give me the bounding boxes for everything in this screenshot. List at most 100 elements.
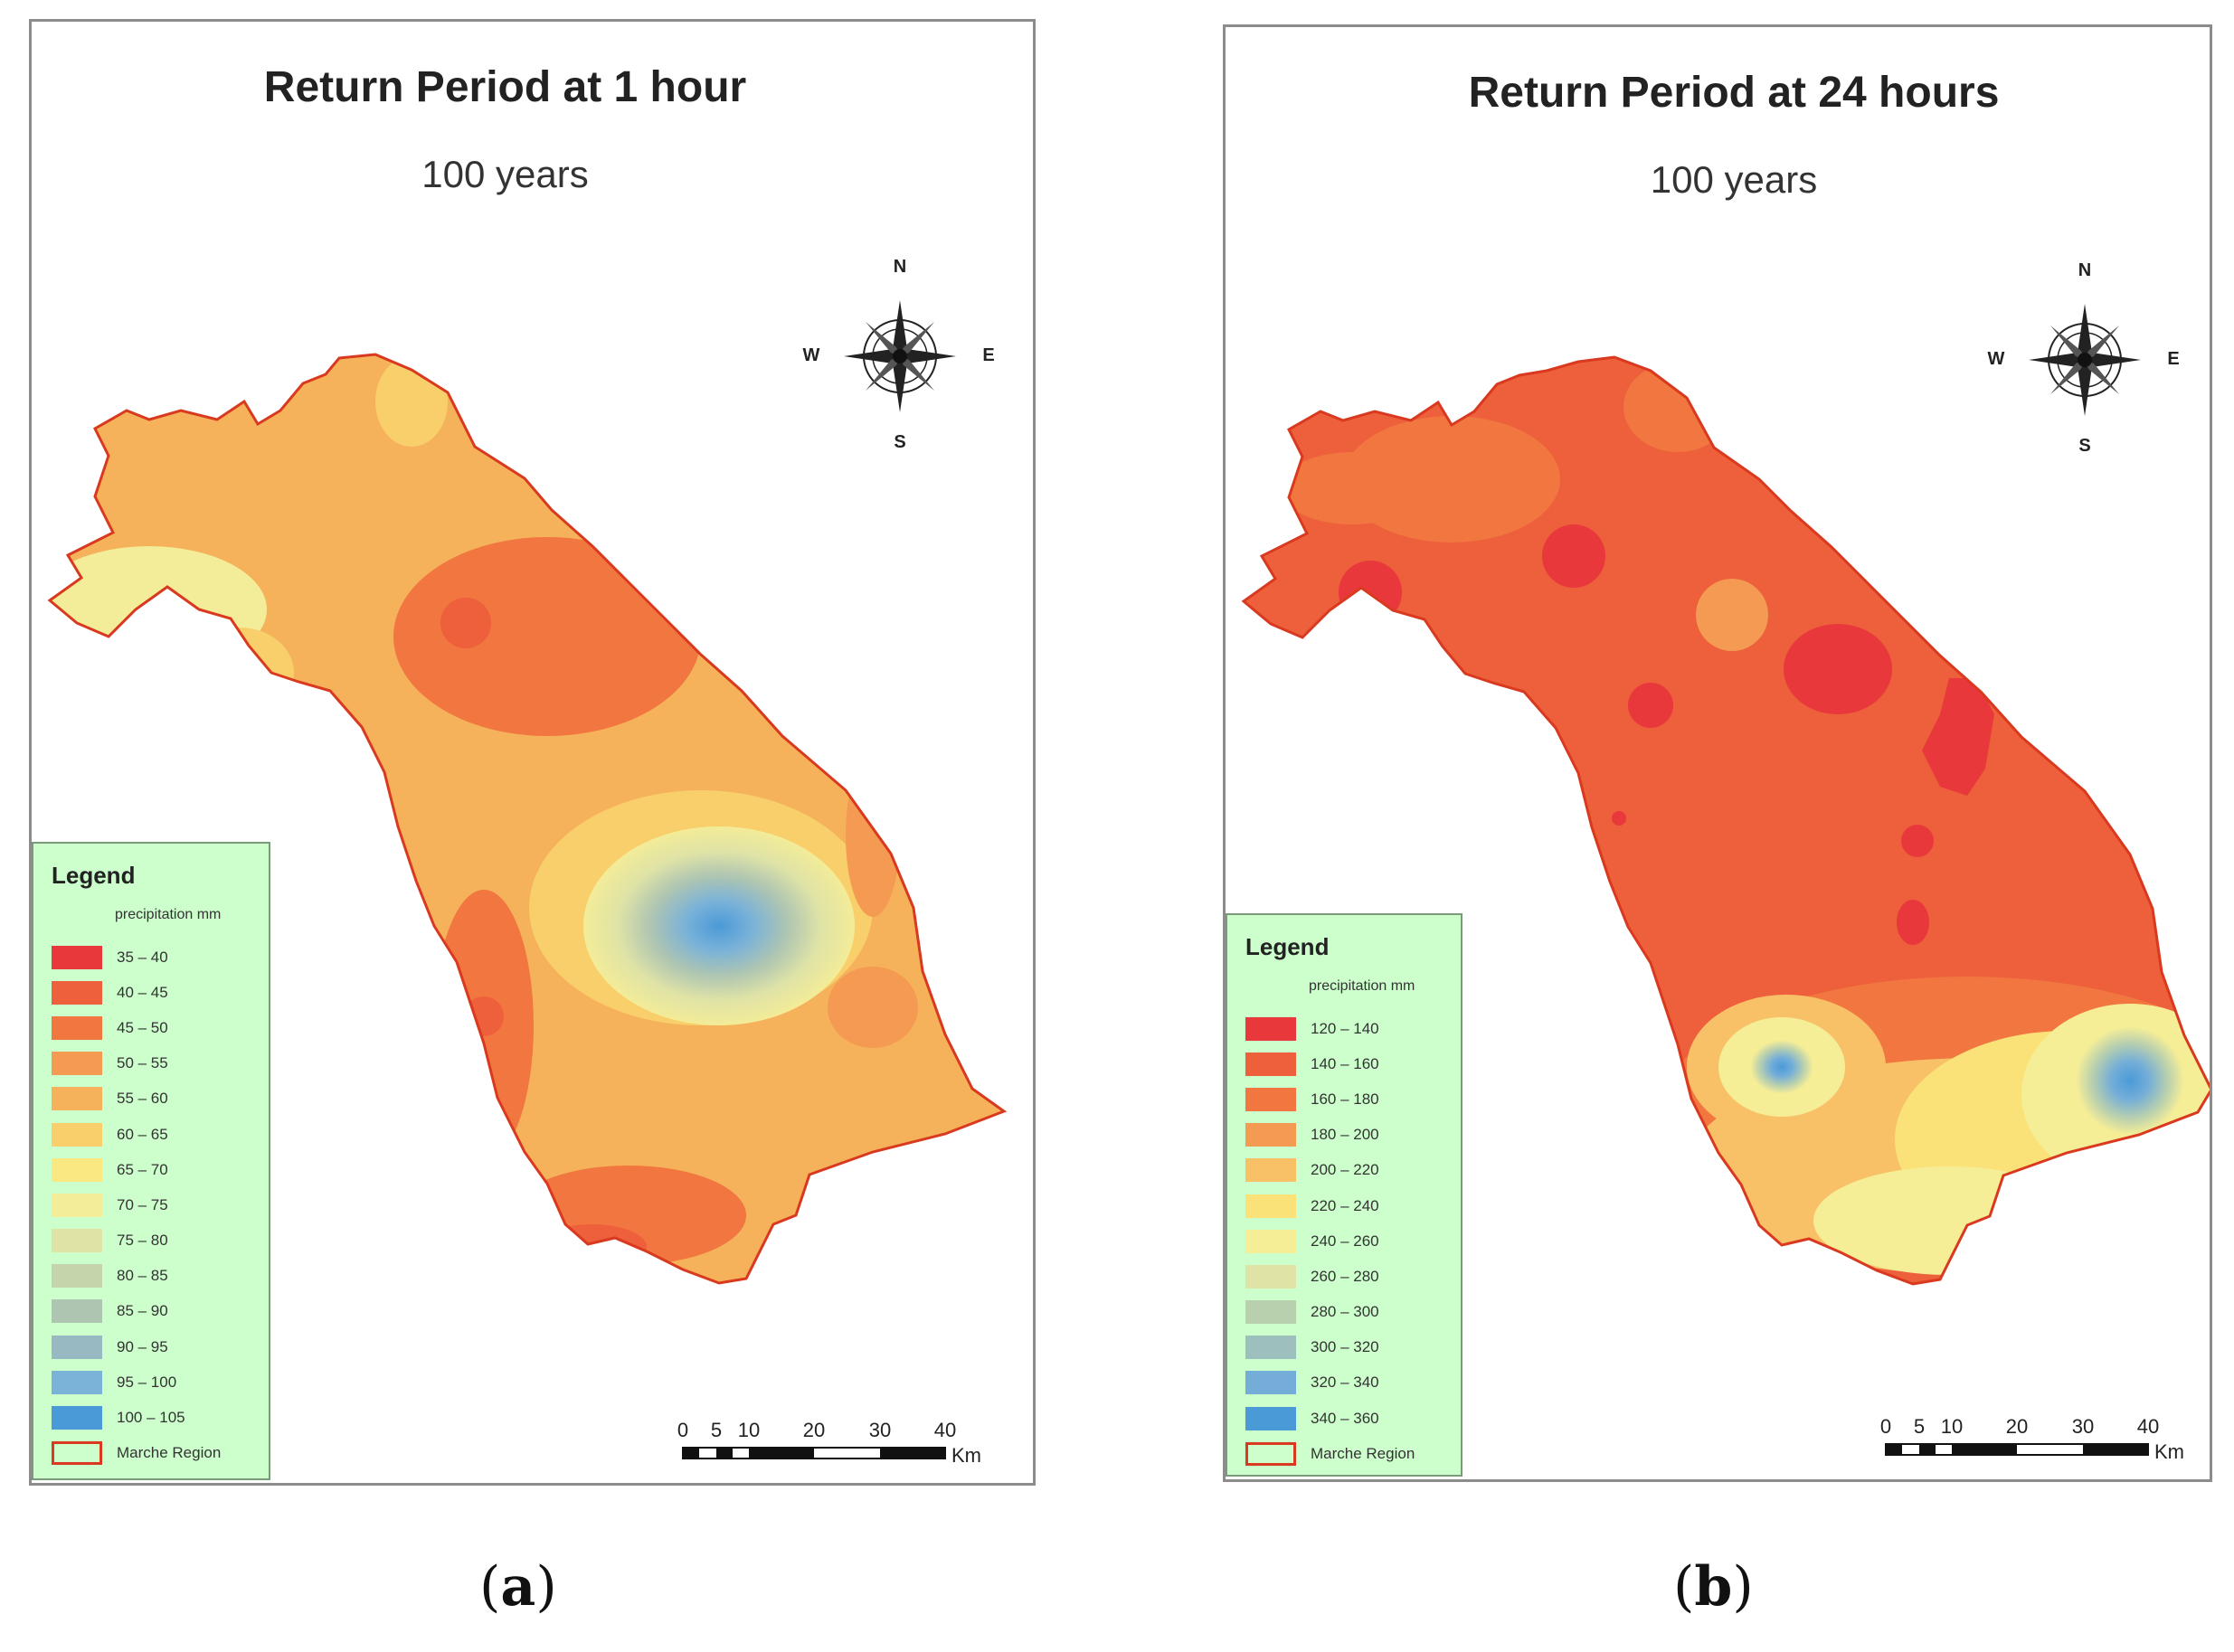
legend-item: 65 – 70 — [52, 1152, 221, 1187]
caption-letter: a — [500, 1555, 536, 1619]
compass-s: S — [894, 432, 906, 452]
legend-label: 40 – 45 — [117, 983, 168, 1001]
legend-swatch — [52, 1229, 102, 1253]
map-title: Return Period at 1 hour — [263, 63, 747, 111]
legend-item: 45 – 50 — [52, 1010, 221, 1045]
legend-label: 80 – 85 — [117, 1267, 168, 1285]
legend-swatch — [52, 1122, 102, 1147]
legend-swatch — [1245, 1229, 1296, 1253]
map-panel-a: Return Period at 1 hour 100 years N S E … — [29, 19, 1036, 1486]
legend-title: Legend — [1245, 933, 1330, 960]
legend-swatch — [1245, 1336, 1296, 1360]
legend-item: 300 – 320 — [1245, 1330, 1415, 1365]
legend-swatch — [1245, 1441, 1296, 1466]
caption-letter: b — [1694, 1555, 1733, 1619]
legend-label: 300 – 320 — [1311, 1338, 1379, 1356]
scale-tick: 40 — [2136, 1415, 2160, 1438]
legend-label: Marche Region — [1311, 1444, 1415, 1462]
compass-n: N — [2078, 260, 2092, 280]
legend-swatch — [52, 1193, 102, 1217]
legend-item: 75 – 80 — [52, 1223, 221, 1259]
legend-label: 220 – 240 — [1311, 1196, 1379, 1214]
legend-label: 160 – 180 — [1311, 1090, 1379, 1108]
legend: Legend precipitation mm 35 – 40 40 – 45 45… — [32, 842, 270, 1480]
legend-label: 95 – 100 — [117, 1373, 177, 1391]
legend-swatch — [52, 1264, 102, 1289]
legend-items: 35 – 40 40 – 45 45 – 50 50 – 55 55 – 60 60 – … — [52, 939, 221, 1471]
legend-label: 240 – 260 — [1311, 1232, 1379, 1250]
scale-tick: 10 — [737, 1419, 761, 1441]
map-panel-b: Return Period at 24 hours 100 years N S … — [1223, 24, 2212, 1482]
legend-swatch — [52, 1052, 102, 1076]
legend-swatch — [52, 1299, 102, 1324]
legend-item: 160 – 180 — [1245, 1081, 1415, 1117]
legend-item: 180 – 200 — [1245, 1118, 1415, 1153]
scale-bar: 0 5 10 20 30 40 Km — [1879, 1415, 2184, 1469]
map-title: Return Period at 24 hours — [1468, 69, 2000, 117]
legend-label: 280 – 300 — [1311, 1303, 1379, 1321]
legend-swatch — [1245, 1158, 1296, 1183]
legend-label: 35 – 40 — [117, 948, 168, 966]
legend-item: 280 – 300 — [1245, 1295, 1415, 1330]
legend-item: 55 – 60 — [52, 1081, 221, 1117]
legend-item: 80 – 85 — [52, 1259, 221, 1294]
legend-swatch — [1245, 1016, 1296, 1041]
legend-swatch — [1245, 1194, 1296, 1218]
compass-e: E — [2167, 349, 2180, 369]
legend-swatch — [1245, 1371, 1296, 1395]
legend-swatch — [52, 1370, 102, 1394]
legend-label: 70 – 75 — [117, 1195, 168, 1213]
scale-unit: Km — [951, 1444, 981, 1467]
legend-label: 320 – 340 — [1311, 1374, 1379, 1392]
legend-swatch — [52, 1441, 102, 1466]
legend-swatch — [1245, 1406, 1296, 1430]
legend-title: Legend — [52, 862, 136, 889]
scale-bar-graphic — [682, 1447, 946, 1459]
legend-swatch — [1245, 1300, 1296, 1325]
scale-tick: 40 — [933, 1419, 957, 1441]
legend-label: 65 – 70 — [117, 1160, 168, 1178]
compass-n: N — [893, 257, 907, 277]
legend-item: 95 – 100 — [52, 1364, 221, 1400]
compass-e: E — [982, 345, 995, 365]
legend-swatch — [1245, 1087, 1296, 1111]
legend-item: 320 – 340 — [1245, 1365, 1415, 1401]
legend: Legend precipitation mm 120 – 140 140 – 1… — [1226, 913, 1463, 1477]
figure-caption-b: (b) — [1673, 1555, 1754, 1619]
legend-item: 85 – 90 — [52, 1294, 221, 1329]
scale-tick: 20 — [802, 1419, 826, 1441]
legend-label: 60 – 65 — [117, 1125, 168, 1143]
legend-item-boundary: Marche Region — [52, 1436, 221, 1471]
legend-label: Marche Region — [117, 1444, 222, 1462]
legend-label: 180 – 200 — [1311, 1126, 1379, 1144]
legend-swatch — [52, 1015, 102, 1040]
legend-item: 35 – 40 — [52, 939, 221, 975]
legend-item: 340 – 360 — [1245, 1401, 1415, 1436]
legend-items: 120 – 140 140 – 160 160 – 180 180 – 200 200 … — [1245, 1011, 1415, 1471]
legend-label: 340 – 360 — [1311, 1409, 1379, 1427]
legend-swatch — [1245, 1264, 1296, 1289]
region-map-b — [1241, 355, 2210, 1286]
figure-caption-a: (a) — [479, 1555, 557, 1619]
legend-swatch — [52, 980, 102, 1005]
scale-bar: 0 5 10 20 30 40 Km — [676, 1419, 981, 1473]
compass-w: W — [1987, 349, 2005, 369]
compass-s: S — [2078, 436, 2091, 456]
legend-label: 140 – 160 — [1311, 1054, 1379, 1072]
scale-tick: 10 — [1940, 1415, 1964, 1438]
scale-tick: 30 — [2071, 1415, 2095, 1438]
legend-item: 50 – 55 — [52, 1046, 221, 1081]
legend-label: 90 – 95 — [117, 1337, 168, 1355]
map-subtitle: 100 years — [1650, 158, 1818, 201]
legend-item-boundary: Marche Region — [1245, 1436, 1415, 1471]
legend-unit: precipitation mm — [115, 907, 222, 922]
scale-bar-graphic — [1885, 1443, 2149, 1456]
legend-label: 55 – 60 — [117, 1090, 168, 1108]
legend-swatch — [1245, 1052, 1296, 1076]
marche-boundary-b — [1241, 355, 2210, 1286]
legend-item: 100 – 105 — [52, 1400, 221, 1435]
legend-item: 120 – 140 — [1245, 1011, 1415, 1046]
scale-tick: 0 — [1879, 1415, 1892, 1438]
legend-swatch — [52, 1157, 102, 1182]
legend-item: 70 – 75 — [52, 1187, 221, 1222]
